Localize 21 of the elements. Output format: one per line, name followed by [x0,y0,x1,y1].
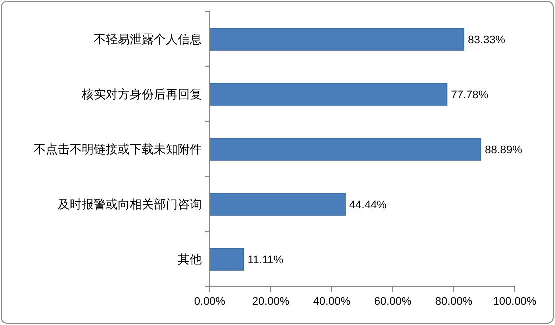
x-tick-label: 40.00% [313,296,351,308]
bar [210,248,244,271]
y-tick-label: 核实对方身份后再回复 [81,88,202,102]
x-tick-label: 80.00% [435,296,473,308]
bar [210,138,482,161]
x-tick-label: 100.00% [493,296,537,308]
y-tick-label: 不点击不明链接或下载未知附件 [34,142,202,156]
bar [210,193,346,216]
x-tick-label: 0.00% [194,296,226,308]
x-tick-label: 60.00% [374,296,412,308]
y-tick-label: 其他 [178,252,202,266]
data-label: 88.89% [485,144,523,156]
y-tick-label: 不轻易泄露个人信息 [94,32,202,46]
x-tick-label: 20.00% [252,296,290,308]
bar [210,28,465,51]
data-label: 77.78% [451,90,489,102]
data-label: 83.33% [468,34,506,46]
data-label: 44.44% [350,200,388,212]
y-tick-label: 及时报警或向相关部门咨询 [58,198,202,212]
bar [210,83,448,106]
data-label: 11.11% [248,254,284,266]
